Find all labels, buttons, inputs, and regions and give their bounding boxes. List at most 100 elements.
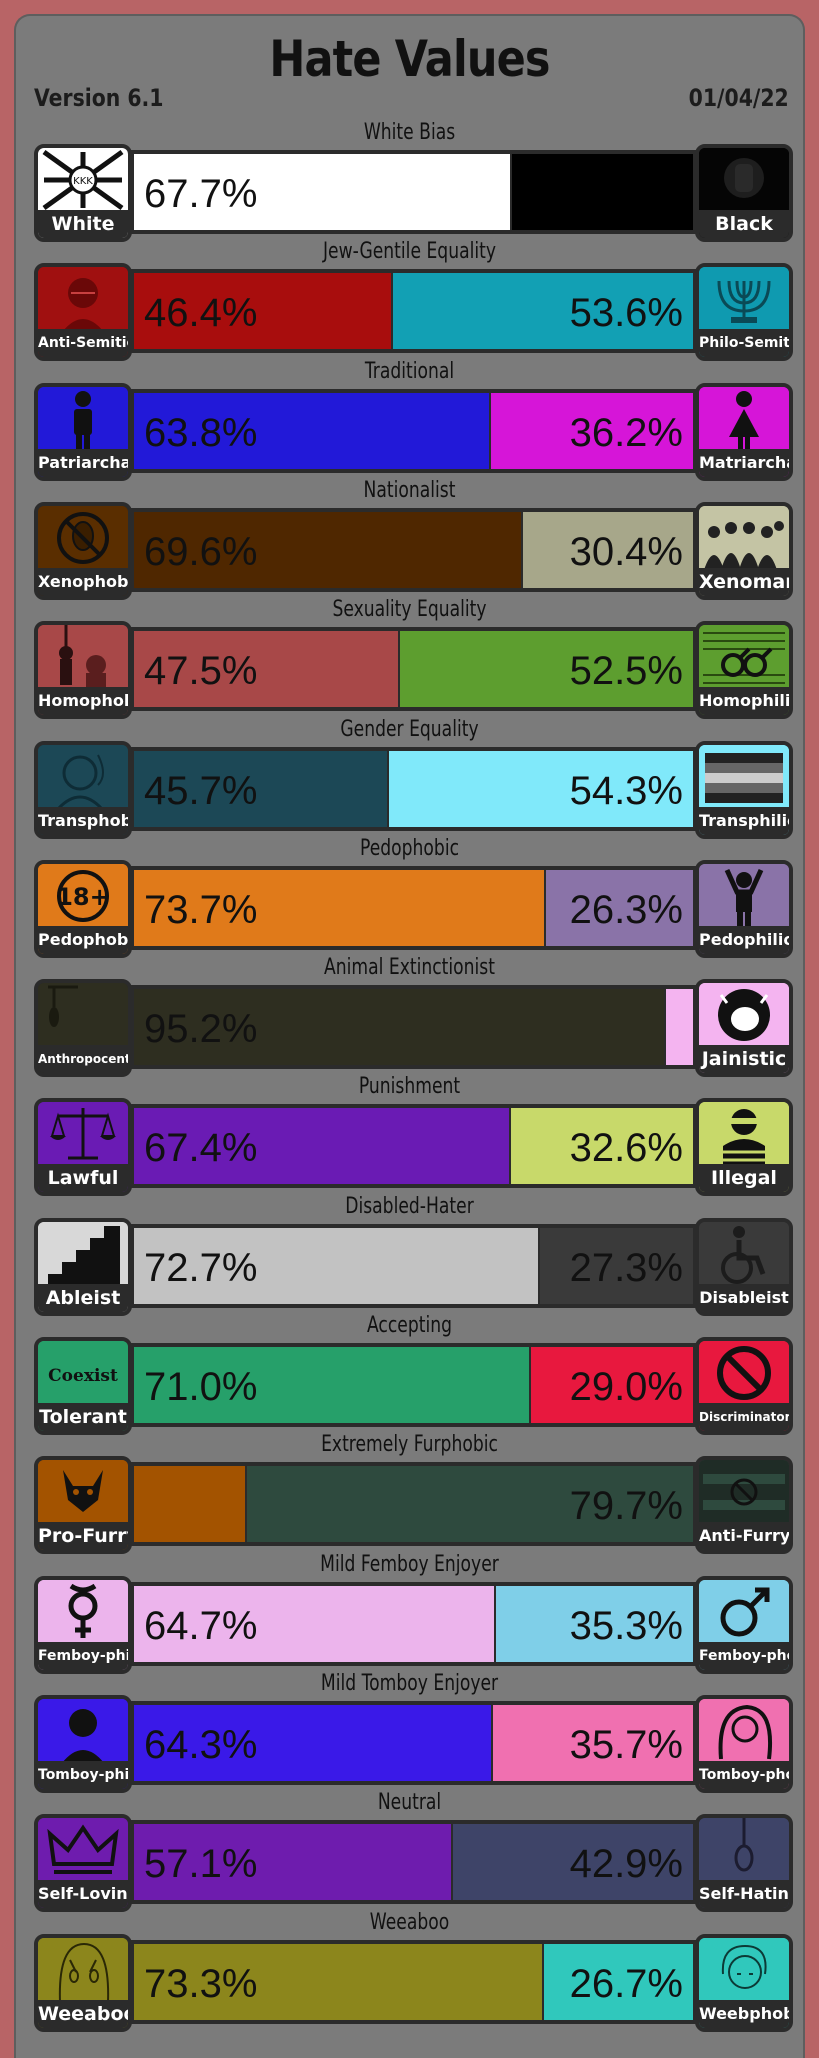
transphobic-portrait-icon: Transphobic <box>34 740 132 839</box>
striped-flag-icon-glyph <box>699 744 789 809</box>
menorah-icon: Philo-Semitic <box>695 263 793 362</box>
left-percent-label: 46.4% <box>144 291 258 336</box>
left-percent-label: 63.8% <box>144 410 258 455</box>
anti-semitic-portrait-icon-glyph <box>38 267 128 332</box>
no-paw-flag-icon-glyph <box>699 1460 789 1525</box>
axis-name: Traditional <box>364 358 455 384</box>
left-ideology-label: Pedophobic <box>38 925 128 954</box>
right-percent-label: 36.2% <box>569 410 683 455</box>
left-percent-label: 47.5% <box>144 649 258 694</box>
hanged-animal-icon: Anthropocentric <box>34 979 132 1078</box>
male-figure-icon-glyph <box>38 386 128 451</box>
page-title: Hate Values <box>269 30 550 88</box>
right-percent-label: 79.7% <box>569 1484 683 1529</box>
no-aliens-icon-glyph <box>38 505 128 570</box>
score-bar: 63.8% 36.2% <box>130 388 697 473</box>
score-bar: 67.7% <box>130 150 697 234</box>
crown-icon: Self-Loving <box>34 1814 132 1913</box>
right-ideology-label: Jainistic <box>699 1045 789 1074</box>
score-bar: 72.7% 27.3% <box>130 1223 697 1308</box>
right-score-segment <box>540 1227 693 1304</box>
noose-icon-glyph <box>699 1818 789 1883</box>
right-percent-label: 54.3% <box>569 768 683 813</box>
anime-boy-icon-glyph <box>699 1937 789 2002</box>
left-ideology-label: Lawful <box>38 1164 128 1193</box>
right-percent-label: 35.3% <box>569 1603 683 1648</box>
right-ideology-label: Philo-Semitic <box>699 329 789 358</box>
axis-name: Animal Extinctionist <box>324 955 495 981</box>
axis-name: Mild Femboy Enjoyer <box>320 1551 499 1577</box>
black-fist-icon: Black <box>695 144 793 242</box>
left-score-segment <box>134 511 523 588</box>
crowd-icon: Xenomanic <box>695 501 793 600</box>
wheelchair-icon-glyph <box>699 1221 789 1286</box>
left-ideology-label: Xenophobic <box>38 567 128 596</box>
right-score-segment <box>666 989 693 1066</box>
hanged-animal-icon-glyph <box>38 983 128 1048</box>
right-score-segment <box>453 1824 693 1901</box>
right-ideology-label: Anti-Furry <box>699 1522 789 1551</box>
score-bar: 79.7% <box>130 1462 697 1547</box>
child-figure-icon-glyph <box>699 863 789 928</box>
date-label: 01/04/22 <box>688 84 789 112</box>
female-figure-icon: Matriarchal <box>695 382 793 481</box>
left-score-segment <box>134 989 666 1066</box>
right-ideology-label: Black <box>699 210 789 238</box>
score-bar: 69.6% 30.4% <box>130 507 697 592</box>
score-bar: 95.2% <box>130 985 697 1070</box>
left-percent-label: 95.2% <box>144 1007 258 1052</box>
axis-name: Mild Tomboy Enjoyer <box>320 1670 499 1696</box>
score-bar: 64.3% 35.7% <box>130 1700 697 1785</box>
left-ideology-label: Tolerant <box>38 1403 128 1431</box>
right-percent-label: 52.5% <box>569 649 683 694</box>
left-percent-label: 73.3% <box>144 1961 258 2006</box>
axis-name: Extremely Furphobic <box>321 1432 498 1458</box>
eighteen-plus-icon-glyph: 18+ <box>38 863 128 928</box>
right-ideology-label: Illegal <box>699 1164 789 1193</box>
male-symbols-flag-icon-glyph <box>699 625 789 690</box>
axis-name: Sexuality Equality <box>332 597 487 623</box>
right-score-segment <box>512 154 693 230</box>
crowd-icon-glyph <box>699 505 789 570</box>
right-ideology-label: Xenomanic <box>699 567 789 596</box>
left-percent-label: 71.0% <box>144 1365 258 1409</box>
right-ideology-label: Homophilic <box>699 687 789 716</box>
right-percent-label: 35.7% <box>569 1722 683 1767</box>
black-fist-icon-glyph <box>699 148 789 212</box>
svg-text:KKK: KKK <box>73 176 93 187</box>
hanging-figure-icon-glyph <box>38 625 128 690</box>
left-percent-label: 72.7% <box>144 1245 258 1290</box>
left-score-segment <box>134 1347 531 1423</box>
svg-text:Coexist: Coexist <box>48 1366 118 1386</box>
right-score-segment <box>493 1704 693 1781</box>
child-figure-icon: Pedophilic <box>695 859 793 958</box>
right-ideology-label: Discriminatory <box>699 1403 789 1431</box>
long-hair-portrait-icon: Tomboy-phobic <box>695 1694 793 1793</box>
axis-name: Pedophobic <box>359 835 460 861</box>
left-score-segment <box>134 750 389 827</box>
right-percent-label: 27.3% <box>569 1245 683 1290</box>
axis-name: Disabled-Hater <box>345 1193 474 1219</box>
cow-face-icon-glyph <box>699 983 789 1048</box>
right-ideology-label: Femboy-phobic <box>699 1641 789 1670</box>
axis-name: Weeaboo <box>369 1909 450 1935</box>
right-score-segment <box>393 273 693 350</box>
femboy-symbol-icon: Femboy-philic <box>34 1575 132 1674</box>
left-score-segment <box>134 1108 511 1185</box>
anti-semitic-portrait-icon: Anti-Semitic <box>34 263 132 362</box>
axis-name: Punishment <box>358 1074 461 1100</box>
anime-boy-icon: Weebphobic <box>695 1933 793 2032</box>
right-score-segment <box>546 869 693 946</box>
anime-girl-icon-glyph <box>38 1937 128 2002</box>
left-ideology-label: Anthropocentric <box>38 1045 128 1074</box>
male-symbol-icon-glyph <box>699 1579 789 1644</box>
tomboy-portrait-icon: Tomboy-philic <box>34 1694 132 1793</box>
right-percent-label: 30.4% <box>569 529 683 574</box>
left-ideology-label: Femboy-philic <box>38 1641 128 1670</box>
left-ideology-label: Weeaboo <box>38 1999 128 2028</box>
prohibited-icon-glyph <box>699 1341 789 1405</box>
long-hair-portrait-icon-glyph <box>699 1698 789 1763</box>
tomboy-portrait-icon-glyph <box>38 1698 128 1763</box>
transphobic-portrait-icon-glyph <box>38 744 128 810</box>
axis-name: Gender Equality <box>340 716 479 742</box>
